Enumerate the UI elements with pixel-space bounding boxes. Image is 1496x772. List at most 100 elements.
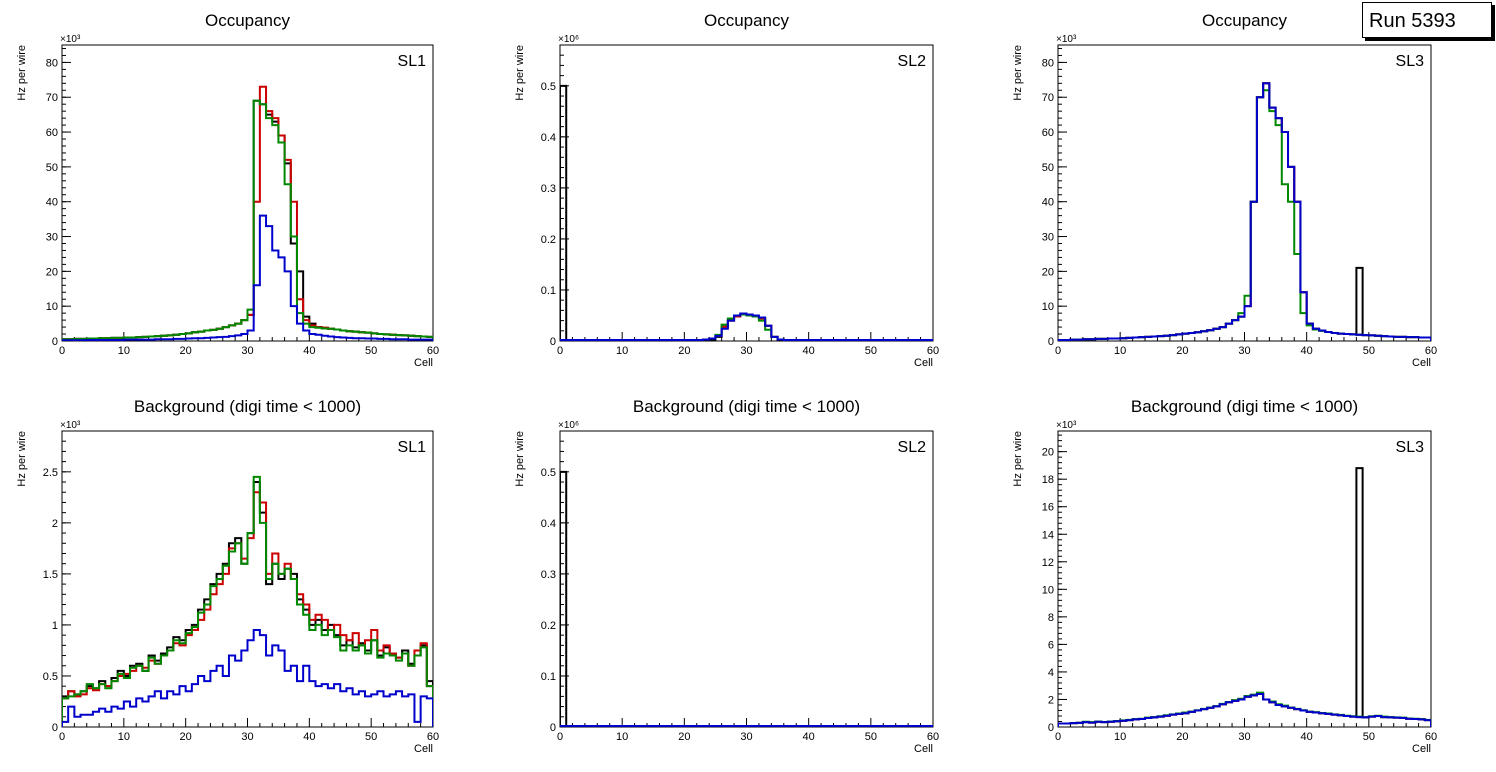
y-tick-label: 0.4 xyxy=(541,132,556,144)
y-tick-label: 0.3 xyxy=(541,183,556,195)
y-tick-label: 60 xyxy=(46,127,58,139)
x-tick-label: 60 xyxy=(427,731,439,743)
chart-title: Occupancy xyxy=(205,11,291,30)
x-tick-label: 30 xyxy=(1238,345,1250,357)
y-axis-label: Hz per wire xyxy=(514,431,526,487)
plot-frame xyxy=(1057,430,1432,728)
y-tick-label: 16 xyxy=(1042,502,1054,514)
x-tick-label: 0 xyxy=(1055,731,1061,743)
x-tick-label: 60 xyxy=(1425,731,1437,743)
y-tick-label: 18 xyxy=(1042,474,1054,486)
x-axis-label: Cell xyxy=(914,357,933,369)
chart-panel-3: Occupancy 0 10 20 30 40 50 60 0 10 20 30 40 50 60 70 80 ×… xyxy=(1012,11,1437,369)
x-tick-label: 20 xyxy=(1176,345,1188,357)
y-axis-multiplier: ×10³ xyxy=(1056,420,1077,431)
y-axis-multiplier: ×10⁶ xyxy=(558,34,579,45)
y-tick-label: 14 xyxy=(1042,529,1054,541)
y-tick-label: 0 xyxy=(1048,336,1054,348)
chart-panel-2: Occupancy 0 10 20 30 40 50 60 0 0.1 0.2 0.3 0.4 0.5 ×1… xyxy=(514,11,939,369)
x-tick-label: 20 xyxy=(1176,731,1188,743)
series-blue xyxy=(560,312,933,341)
y-tick-label: 40 xyxy=(1042,197,1054,209)
x-tick-label: 50 xyxy=(865,345,877,357)
y-axis-multiplier: ×10³ xyxy=(60,420,81,431)
x-tick-label: 30 xyxy=(241,345,253,357)
chart-title: Background (digi time < 1000) xyxy=(633,397,860,416)
chart-panel-5: Background (digi time < 1000) 0 10 20 30 40 50… xyxy=(514,397,939,755)
y-tick-label: 0.2 xyxy=(541,234,556,246)
y-tick-label: 10 xyxy=(1042,584,1054,596)
series-black xyxy=(62,99,433,341)
series-blue xyxy=(1058,82,1431,341)
y-tick-label: 1 xyxy=(52,620,58,632)
y-tick-label: 80 xyxy=(1042,57,1054,69)
x-axis-label: Cell xyxy=(1412,357,1431,369)
x-tick-label: 40 xyxy=(1301,345,1313,357)
x-tick-label: 50 xyxy=(865,731,877,743)
y-axis-multiplier: ×10⁶ xyxy=(558,420,579,431)
y-tick-label: 0.1 xyxy=(541,285,556,297)
y-tick-label: 60 xyxy=(1042,127,1054,139)
y-tick-label: 0.3 xyxy=(541,569,556,581)
x-tick-label: 0 xyxy=(557,731,563,743)
y-tick-label: 4 xyxy=(1048,667,1054,679)
chart-title: Background (digi time < 1000) xyxy=(134,397,361,416)
x-tick-label: 20 xyxy=(678,731,690,743)
y-tick-label: 30 xyxy=(46,232,58,244)
y-axis-label: Hz per wire xyxy=(1012,431,1024,487)
superlayer-label: SL1 xyxy=(398,53,427,70)
series-green xyxy=(62,99,433,341)
y-tick-label: 1.5 xyxy=(43,569,58,581)
x-tick-label: 50 xyxy=(1363,731,1375,743)
x-tick-label: 50 xyxy=(365,731,377,743)
y-axis-label: Hz per wire xyxy=(514,45,526,101)
x-tick-label: 20 xyxy=(678,345,690,357)
chart-title: Occupancy xyxy=(1202,11,1288,30)
y-tick-label: 20 xyxy=(1042,447,1054,459)
plot-frame xyxy=(559,44,934,342)
y-tick-label: 70 xyxy=(46,92,58,104)
superlayer-label: SL3 xyxy=(1396,439,1425,456)
x-tick-label: 30 xyxy=(740,345,752,357)
x-tick-label: 0 xyxy=(59,345,65,357)
series-green xyxy=(62,475,433,727)
x-tick-label: 10 xyxy=(118,345,130,357)
y-tick-label: 6 xyxy=(1048,639,1054,651)
plot-frame xyxy=(559,430,934,728)
y-tick-label: 0 xyxy=(52,336,58,348)
x-tick-label: 40 xyxy=(803,731,815,743)
x-tick-label: 20 xyxy=(180,731,192,743)
x-tick-label: 40 xyxy=(1301,731,1313,743)
y-tick-label: 80 xyxy=(46,57,58,69)
superlayer-label: SL3 xyxy=(1396,53,1425,70)
series-blue xyxy=(1058,692,1431,727)
y-tick-label: 0.5 xyxy=(541,81,556,93)
y-tick-label: 10 xyxy=(46,301,58,313)
x-tick-label: 40 xyxy=(303,345,315,357)
series-blue xyxy=(560,724,933,727)
superlayer-label: SL1 xyxy=(398,439,427,456)
y-tick-label: 0.1 xyxy=(541,671,556,683)
chart-title: Background (digi time < 1000) xyxy=(1131,397,1358,416)
x-tick-label: 60 xyxy=(1425,345,1437,357)
y-axis-label: Hz per wire xyxy=(16,45,28,101)
x-axis-label: Cell xyxy=(414,357,433,369)
x-tick-label: 50 xyxy=(1363,345,1375,357)
plot-frame xyxy=(61,430,434,728)
series-blue xyxy=(62,629,433,727)
x-tick-label: 60 xyxy=(927,345,939,357)
x-tick-label: 10 xyxy=(616,345,628,357)
y-tick-label: 8 xyxy=(1048,612,1054,624)
y-axis-label: Hz per wire xyxy=(16,431,28,487)
x-tick-label: 10 xyxy=(1114,345,1126,357)
y-tick-label: 40 xyxy=(46,197,58,209)
x-tick-label: 0 xyxy=(59,731,65,743)
x-tick-label: 0 xyxy=(1055,345,1061,357)
y-tick-label: 2 xyxy=(1048,694,1054,706)
y-axis-multiplier: ×10³ xyxy=(1056,34,1077,45)
x-tick-label: 30 xyxy=(241,731,253,743)
x-tick-label: 50 xyxy=(365,345,377,357)
chart-title: Occupancy xyxy=(704,11,790,30)
y-tick-label: 30 xyxy=(1042,232,1054,244)
